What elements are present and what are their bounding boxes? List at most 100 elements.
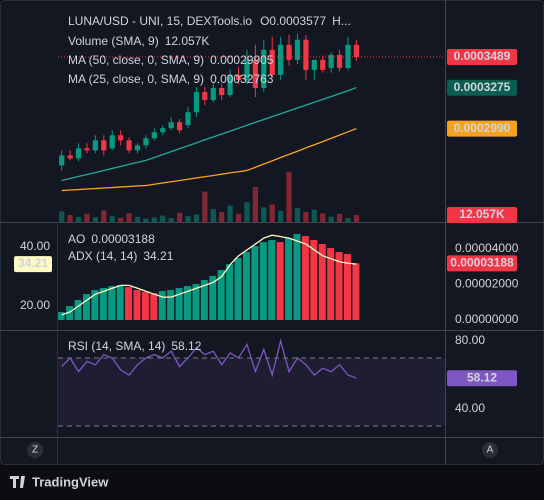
candle-body bbox=[134, 145, 141, 151]
volume-bar bbox=[75, 216, 82, 222]
control-label[interactable]: A bbox=[487, 445, 494, 456]
volume-bar bbox=[193, 214, 200, 222]
price-label-box bbox=[447, 206, 517, 223]
price-label-box bbox=[447, 120, 517, 137]
candle-body bbox=[126, 140, 132, 151]
candle-body bbox=[219, 88, 225, 96]
candle-body bbox=[261, 49, 267, 89]
price-label: 0.0003275 bbox=[454, 80, 511, 94]
control-label[interactable]: Z bbox=[32, 445, 38, 456]
histogram-bar bbox=[310, 240, 318, 321]
histogram-bar bbox=[150, 293, 158, 321]
candle-body bbox=[202, 92, 208, 101]
candle-body bbox=[101, 140, 107, 151]
volume-bar bbox=[168, 217, 174, 222]
histogram-bar bbox=[141, 292, 149, 321]
histogram-bar bbox=[167, 290, 175, 321]
histogram-bar bbox=[259, 242, 267, 321]
histogram-bar bbox=[209, 276, 217, 321]
control-button[interactable] bbox=[482, 442, 498, 458]
histogram-bar bbox=[116, 285, 124, 321]
histogram-bar bbox=[335, 252, 343, 321]
volume-bar bbox=[101, 210, 107, 222]
volume-bar bbox=[134, 216, 141, 222]
ohlc-label: O bbox=[260, 14, 269, 28]
legend-value: 34.21 bbox=[143, 249, 173, 263]
candle-body bbox=[303, 39, 309, 70]
candle-body bbox=[176, 122, 183, 131]
histogram-bar bbox=[66, 306, 74, 321]
volume-bar bbox=[294, 207, 301, 222]
axis-layer: 0.0003489 0.0003275 0.0002990 12.057K 40.00 2… bbox=[14, 49, 519, 415]
candle-body bbox=[75, 148, 82, 159]
histogram-bar bbox=[133, 290, 141, 321]
control-button[interactable] bbox=[27, 442, 43, 458]
series-line bbox=[61, 127, 357, 192]
price-label: 0.0002990 bbox=[454, 121, 511, 135]
histogram-bar bbox=[318, 244, 326, 321]
histogram-bar bbox=[108, 286, 116, 321]
histogram-bar bbox=[343, 254, 351, 321]
legend-name: Volume (SMA, 9) bbox=[68, 34, 159, 48]
price-label-box bbox=[447, 79, 517, 96]
grid-layer bbox=[58, 357, 445, 427]
candle-body bbox=[151, 132, 157, 139]
candle-body bbox=[109, 135, 115, 149]
candle-body bbox=[227, 74, 233, 96]
histogram-bar bbox=[251, 246, 259, 321]
volume-bar bbox=[59, 211, 65, 222]
plot-layer bbox=[57, 33, 445, 379]
volume-bar bbox=[235, 213, 242, 222]
y-tick-label: 80.00 bbox=[455, 333, 485, 347]
legend-value: 0.00029905 bbox=[210, 53, 274, 67]
legend-value: 0.00003188 bbox=[91, 232, 155, 246]
price-label-box bbox=[447, 49, 517, 66]
candle-body bbox=[92, 140, 98, 151]
volume-bar bbox=[311, 209, 317, 222]
price-label-box bbox=[447, 255, 517, 272]
y-tick-label: 40.00 bbox=[455, 401, 485, 415]
legend-name: RSI (14, SMA, 14) bbox=[68, 339, 165, 353]
brand-name: TradingView bbox=[32, 474, 109, 489]
histogram-bar bbox=[242, 252, 250, 321]
series-line bbox=[61, 86, 357, 182]
candle-body bbox=[311, 59, 317, 70]
histogram-bar bbox=[301, 236, 309, 321]
brand-logo bbox=[10, 476, 25, 488]
histogram-bar bbox=[226, 264, 234, 321]
volume-bar bbox=[345, 217, 351, 222]
candle-body bbox=[328, 54, 334, 68]
candle-body bbox=[278, 44, 284, 75]
volume-bar bbox=[210, 209, 216, 222]
histogram-bar bbox=[327, 248, 335, 321]
legend-value: 58.12 bbox=[171, 339, 201, 353]
histogram-bar bbox=[352, 263, 360, 321]
histogram-bar bbox=[184, 286, 192, 321]
histogram-bar bbox=[192, 284, 200, 321]
candle-body bbox=[320, 59, 326, 70]
candle-body bbox=[235, 74, 242, 80]
volume-bar bbox=[244, 202, 250, 222]
series-line bbox=[61, 234, 357, 316]
histogram-bar bbox=[125, 287, 133, 321]
volume-bar bbox=[118, 217, 124, 222]
y2-tick-label: 0.00000000 bbox=[455, 312, 519, 326]
candle-body bbox=[67, 155, 73, 159]
volume-bar bbox=[109, 216, 115, 222]
legend-name: AO bbox=[68, 232, 85, 246]
histogram-bar bbox=[57, 312, 65, 321]
volume-bar bbox=[286, 171, 292, 222]
candle-body bbox=[118, 135, 124, 141]
legend-layer: LUNA/USD - UNI, 15, DEXTools.io O 0.000357… bbox=[68, 14, 351, 353]
series-line bbox=[61, 338, 357, 379]
volume-bar bbox=[160, 215, 166, 222]
candle-body bbox=[143, 138, 149, 146]
volume-bar bbox=[227, 205, 233, 222]
candle-body bbox=[244, 59, 250, 80]
candle-body bbox=[59, 155, 65, 166]
volume-bar bbox=[278, 210, 284, 222]
histogram-bar bbox=[293, 234, 301, 321]
candle-body bbox=[353, 44, 360, 58]
volume-bar bbox=[84, 213, 90, 222]
